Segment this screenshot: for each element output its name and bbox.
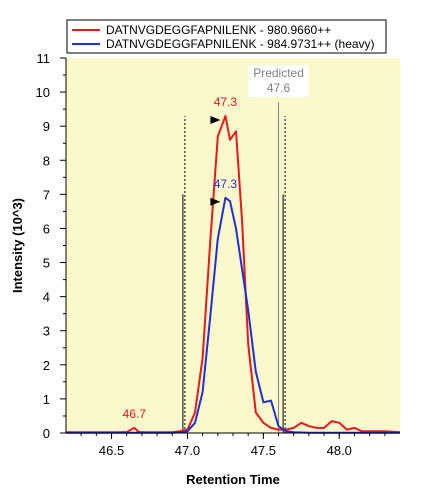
x-tick-label: 48.0	[327, 443, 352, 458]
peak-marker	[210, 197, 221, 206]
legend-box	[66, 19, 387, 54]
plot-area	[66, 58, 400, 433]
y-tick-label: 10	[36, 85, 50, 100]
y-tick-label: 6	[43, 221, 50, 236]
y-tick-label: 0	[43, 426, 50, 441]
peak-label: 47.3	[214, 177, 238, 191]
peak-label: 46.7	[123, 407, 147, 421]
predicted-label-backing	[248, 65, 309, 97]
x-tick-label: 47.5	[251, 443, 276, 458]
y-tick-label: 5	[43, 256, 50, 271]
legend-entry-heavy: DATNVGDEGGFAPNILENK - 984.9731++ (heavy)	[106, 37, 375, 51]
peak-label: 47.3	[214, 95, 238, 109]
y-tick-label: 11	[37, 51, 51, 66]
legend-entry-light: DATNVGDEGGFAPNILENK - 980.9660++	[106, 23, 331, 37]
peak-marker	[210, 115, 221, 124]
x-axis-ticks: 46.5 47.0 47.5 48.0	[80, 433, 386, 458]
x-tick-label: 46.5	[99, 443, 124, 458]
y-axis-label: Intensity (10^3)	[10, 198, 25, 293]
y-tick-label: 8	[43, 153, 50, 168]
y-tick-label: 7	[43, 187, 50, 202]
peak-annotations: 47.3 47.3 46.7	[123, 95, 238, 421]
predicted-label: Predicted	[253, 66, 304, 80]
y-axis-ticks: 0 1 2 3 4 5 6 7 8 9 10 11	[36, 51, 66, 441]
x-axis-label: Retention Time	[186, 472, 280, 487]
predicted-value: 47.6	[267, 81, 291, 95]
integration-boundaries	[182, 102, 286, 433]
y-tick-label: 2	[43, 358, 50, 373]
predicted-marker: Predicted 47.6	[248, 65, 309, 97]
y-tick-label: 9	[43, 119, 50, 134]
x-tick-label: 47.0	[175, 443, 200, 458]
legend: DATNVGDEGGFAPNILENK - 980.9660++ DATNVGD…	[66, 19, 387, 54]
y-tick-label: 1	[43, 392, 50, 407]
y-tick-label: 3	[43, 324, 50, 339]
y-tick-label: 4	[43, 290, 50, 305]
